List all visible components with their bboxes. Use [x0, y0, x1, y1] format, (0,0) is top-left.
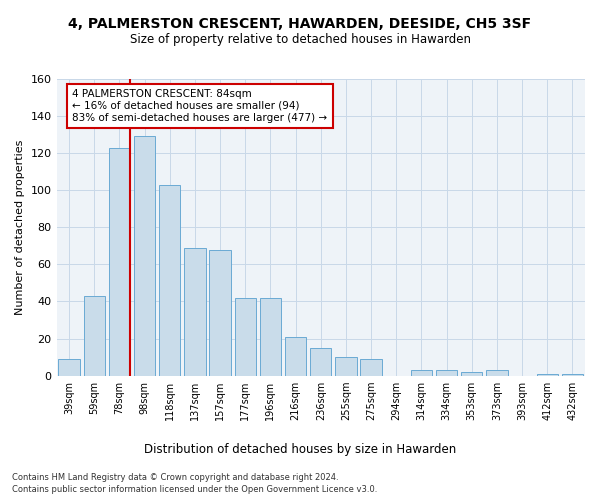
Bar — [461, 372, 482, 376]
Bar — [536, 374, 558, 376]
Text: 4, PALMERSTON CRESCENT, HAWARDEN, DEESIDE, CH5 3SF: 4, PALMERSTON CRESCENT, HAWARDEN, DEESID… — [68, 18, 532, 32]
Bar — [159, 184, 181, 376]
Text: Contains HM Land Registry data © Crown copyright and database right 2024.: Contains HM Land Registry data © Crown c… — [12, 472, 338, 482]
Bar — [209, 250, 231, 376]
Bar — [184, 248, 206, 376]
Bar — [361, 359, 382, 376]
Bar — [235, 298, 256, 376]
Bar — [83, 296, 105, 376]
Bar — [109, 148, 130, 376]
Text: Distribution of detached houses by size in Hawarden: Distribution of detached houses by size … — [144, 442, 456, 456]
Bar — [134, 136, 155, 376]
Bar — [411, 370, 432, 376]
Text: 4 PALMERSTON CRESCENT: 84sqm
← 16% of detached houses are smaller (94)
83% of se: 4 PALMERSTON CRESCENT: 84sqm ← 16% of de… — [73, 90, 328, 122]
Bar — [260, 298, 281, 376]
Text: Size of property relative to detached houses in Hawarden: Size of property relative to detached ho… — [130, 32, 470, 46]
Bar — [335, 357, 356, 376]
Bar — [486, 370, 508, 376]
Bar — [562, 374, 583, 376]
Y-axis label: Number of detached properties: Number of detached properties — [15, 140, 25, 315]
Bar — [310, 348, 331, 376]
Text: Contains public sector information licensed under the Open Government Licence v3: Contains public sector information licen… — [12, 485, 377, 494]
Bar — [58, 359, 80, 376]
Bar — [436, 370, 457, 376]
Bar — [285, 336, 307, 376]
